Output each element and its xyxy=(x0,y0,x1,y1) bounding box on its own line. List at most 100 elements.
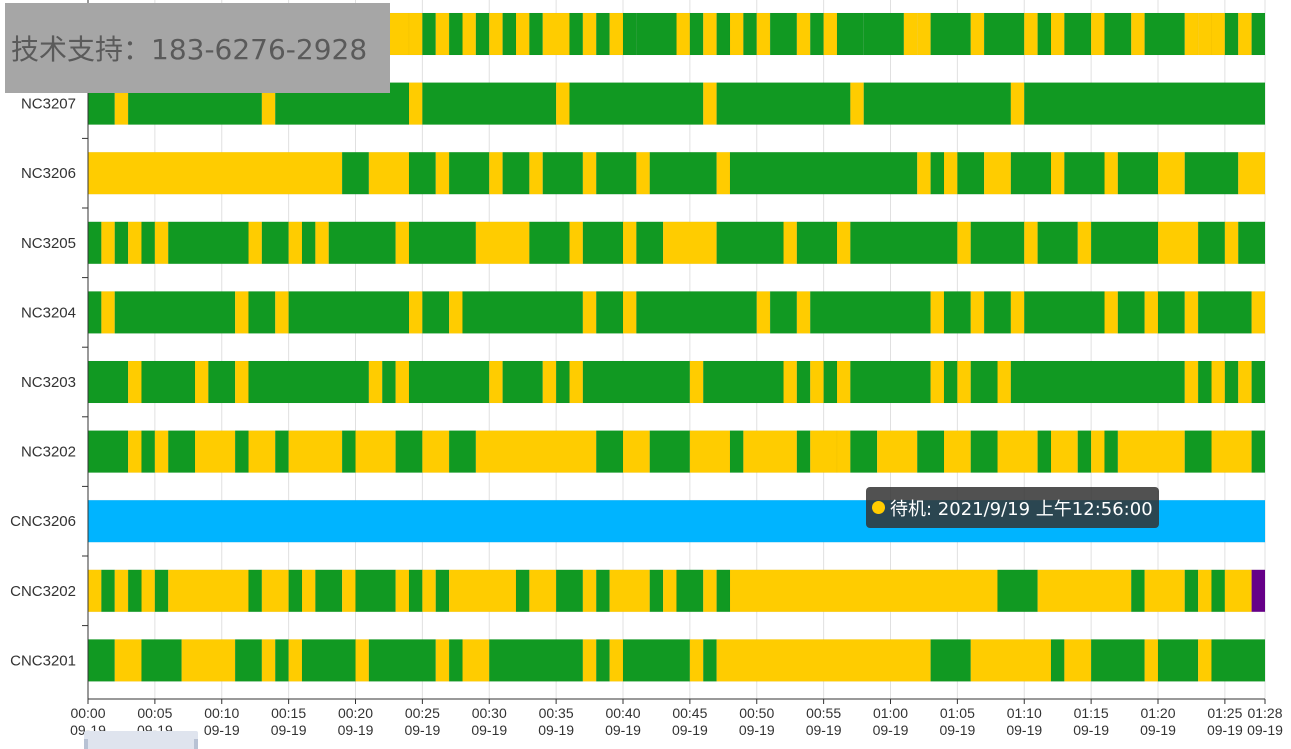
status-segment xyxy=(569,221,584,265)
status-segment xyxy=(836,12,864,56)
status-segment xyxy=(796,12,811,56)
status-segment xyxy=(903,12,918,56)
status-segment xyxy=(917,151,931,195)
status-segment xyxy=(127,360,142,404)
status-segment xyxy=(1197,291,1252,334)
status-segment xyxy=(395,360,410,404)
status-segment xyxy=(582,221,624,265)
status-segment xyxy=(1090,639,1145,682)
status-segment xyxy=(422,82,557,125)
x-tick-label-time: 01:28 xyxy=(1247,705,1282,721)
status-segment xyxy=(248,221,263,265)
status-segment xyxy=(154,430,169,473)
data-zoom-slider[interactable] xyxy=(84,731,198,749)
tooltip: 待机: 2021/9/19 上午12:56:00 xyxy=(866,487,1159,528)
status-segment xyxy=(234,360,249,404)
status-segment xyxy=(810,360,824,404)
status-segment xyxy=(1037,430,1052,473)
status-segment xyxy=(208,360,236,404)
status-segment xyxy=(234,430,249,473)
x-tick-label-date: 09-19 xyxy=(538,722,574,738)
x-tick-label-time: 00:15 xyxy=(271,705,306,721)
status-segment xyxy=(1251,12,1266,56)
status-segment xyxy=(1037,569,1132,613)
status-segment xyxy=(729,12,744,56)
status-segment xyxy=(850,82,864,125)
status-segment xyxy=(970,360,998,404)
status-segment xyxy=(422,12,436,56)
status-segment xyxy=(1157,221,1199,265)
status-segment xyxy=(87,360,129,404)
status-segment xyxy=(622,430,650,473)
status-segment xyxy=(769,12,798,56)
status-segment xyxy=(248,360,370,404)
status-segment xyxy=(823,360,838,404)
x-tick-label-time: 00:20 xyxy=(338,705,373,721)
status-segment xyxy=(983,151,1012,195)
status-segment xyxy=(1090,221,1159,265)
status-segment xyxy=(127,430,142,473)
status-segment xyxy=(489,639,584,682)
status-segment xyxy=(408,151,436,195)
status-segment xyxy=(1224,360,1239,404)
status-segment xyxy=(87,151,343,195)
status-segment xyxy=(1037,12,1052,56)
status-segment xyxy=(529,569,557,613)
status-segment xyxy=(796,291,811,334)
status-segment xyxy=(609,12,624,56)
status-segment xyxy=(1077,430,1092,473)
status-segment xyxy=(957,221,971,265)
status-segment xyxy=(408,82,423,125)
status-segment xyxy=(943,151,958,195)
status-segment xyxy=(943,291,971,334)
status-segment xyxy=(395,430,423,473)
row-label: NC3203 xyxy=(21,374,76,391)
row-label: NC3202 xyxy=(21,444,76,461)
status-segment xyxy=(582,151,597,195)
status-segment xyxy=(141,639,182,682)
status-segment xyxy=(836,221,851,265)
status-segment xyxy=(101,291,115,334)
status-segment xyxy=(796,430,811,473)
status-segment xyxy=(515,569,530,613)
status-segment xyxy=(288,569,303,613)
status-segment xyxy=(716,639,931,682)
row-label: NC3207 xyxy=(21,96,76,113)
status-segment xyxy=(288,430,343,473)
x-tick-label-date: 09-19 xyxy=(873,722,909,738)
x-tick-label-date: 09-19 xyxy=(271,722,307,738)
status-segment xyxy=(475,221,530,265)
status-segment xyxy=(716,12,731,56)
x-tick-label-date: 09-19 xyxy=(1073,722,1109,738)
status-segment xyxy=(1144,569,1185,613)
status-segment xyxy=(582,360,691,404)
status-segment xyxy=(1024,291,1105,334)
status-segment xyxy=(355,569,396,613)
status-segment xyxy=(114,291,236,334)
x-tick-label-time: 00:45 xyxy=(672,705,707,721)
status-segment xyxy=(448,12,463,56)
x-tick-label-date: 09-19 xyxy=(404,722,440,738)
status-segment xyxy=(368,360,383,404)
watermark: 技术支持：183-6276-2928 xyxy=(5,3,390,93)
status-segment xyxy=(1050,430,1078,473)
status-segment xyxy=(1077,221,1092,265)
status-segment xyxy=(850,360,931,404)
status-segment xyxy=(943,360,958,404)
status-segment xyxy=(395,221,410,265)
status-segment xyxy=(582,291,597,334)
status-segment xyxy=(1010,151,1052,195)
status-segment xyxy=(796,221,838,265)
status-segment xyxy=(1197,639,1212,682)
status-segment xyxy=(756,12,771,56)
status-segment xyxy=(1238,221,1266,265)
row-label: CNC3201 xyxy=(10,652,76,669)
status-segment xyxy=(983,12,1025,56)
status-segment xyxy=(315,569,343,613)
status-segment xyxy=(636,12,677,56)
status-segment xyxy=(917,12,931,56)
status-segment xyxy=(408,360,490,404)
status-segment xyxy=(168,430,196,473)
status-segment xyxy=(542,151,584,195)
x-tick-label-time: 00:10 xyxy=(204,705,239,721)
